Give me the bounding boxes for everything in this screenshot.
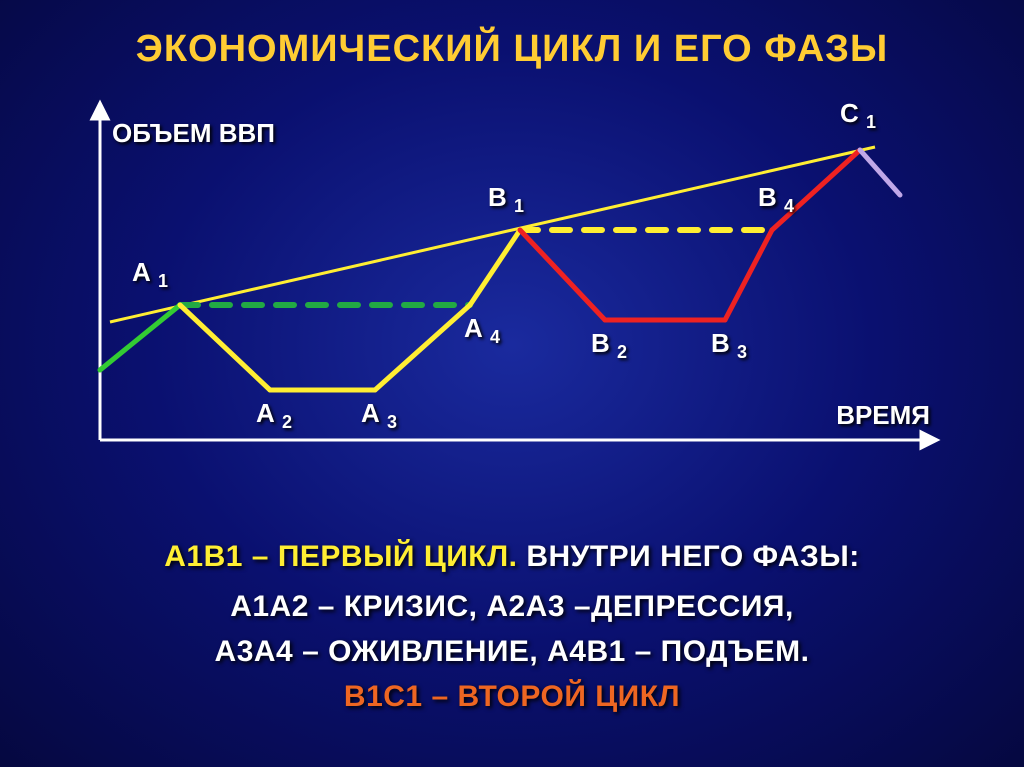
point-label-B4: В 4 <box>758 182 794 217</box>
y-axis-label: ОБЪЕМ ВВП <box>112 118 275 149</box>
point-label-A3: А 3 <box>361 398 397 433</box>
point-label-C1: С 1 <box>840 98 876 133</box>
page-title: ЭКОНОМИЧЕСКИЙ ЦИКЛ И ЕГО ФАЗЫ <box>0 28 1024 71</box>
point-label-A1: А 1 <box>132 257 168 292</box>
caption-line-3: В1С1 – ВТОРОЙ ЦИКЛ <box>0 680 1024 714</box>
point-label-A4: А 4 <box>464 313 500 348</box>
point-label-A2: А 2 <box>256 398 292 433</box>
chart-svg <box>70 100 940 480</box>
point-label-B3: В 3 <box>711 328 747 363</box>
x-axis-label: ВРЕМЯ <box>836 400 930 431</box>
chart-container: ОБЪЕМ ВВП ВРЕМЯ А 1 А 2 А 3 А 4 В 1 В 2 В 3 В 4… <box>70 100 940 480</box>
point-label-B1: В 1 <box>488 182 524 217</box>
caption-line-0: А1В1 – ПЕРВЫЙ ЦИКЛ. ВНУТРИ НЕГО ФАЗЫ: <box>0 540 1024 574</box>
caption-line-1: А1А2 – КРИЗИС, А2А3 –ДЕПРЕССИЯ, <box>0 590 1024 624</box>
point-label-B2: В 2 <box>591 328 627 363</box>
caption-line-2: А3А4 – ОЖИВЛЕНИЕ, А4В1 – ПОДЪЕМ. <box>0 635 1024 669</box>
